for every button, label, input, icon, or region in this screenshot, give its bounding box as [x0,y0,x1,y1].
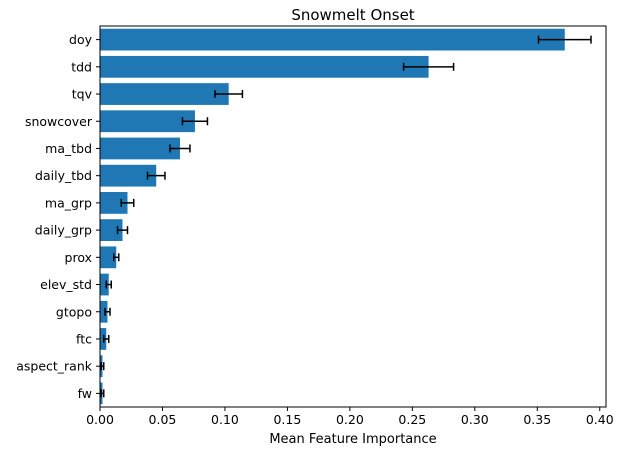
y-tick-label-daily_grp: daily_grp [35,223,92,238]
y-tick-label-ftc: ftc [76,331,92,346]
x-axis-label: Mean Feature Importance [269,432,437,447]
x-tick-label-0.20: 0.20 [336,412,364,427]
y-tick-label-elev_std: elev_std [40,277,92,292]
y-tick-label-gtopo: gtopo [56,304,92,319]
x-tick-label-0.10: 0.10 [211,412,239,427]
x-tick-label-0.40: 0.40 [586,412,614,427]
plot-frame [99,25,607,408]
bar-snowcover [100,110,195,133]
y-tick-label-fw: fw [78,386,92,401]
y-tick-label-prox: prox [65,250,92,265]
bar-ma_grp [100,192,128,214]
y-tick-label-tdd: tdd [71,59,92,74]
x-tick-label-0.15: 0.15 [273,412,301,427]
bar-ma_tbd [100,137,180,160]
bar-daily_tbd [100,164,157,187]
x-tick-label-0.05: 0.05 [149,412,177,427]
x-tick-label-0.25: 0.25 [398,412,426,427]
x-tick-label-0.30: 0.30 [461,412,489,427]
bar-gtopo [100,300,108,323]
y-tick-label-doy: doy [69,32,93,47]
bar-tqv [100,83,229,105]
bar-tdd [100,55,429,78]
y-tick-label-daily_tbd: daily_tbd [35,168,92,183]
bar-elev_std [100,273,109,296]
bar-prox [100,246,117,269]
y-tick-label-aspect_rank: aspect_rank [16,359,93,374]
chart-title: Snowmelt Onset [291,6,415,24]
bar-daily_grp [100,219,123,241]
y-tick-label-ma_tbd: ma_tbd [45,141,92,156]
bar-doy [100,28,565,51]
y-tick-label-ma_grp: ma_grp [45,195,92,210]
y-tick-label-tqv: tqv [72,87,93,102]
y-tick-label-snowcover: snowcover [25,114,93,129]
x-tick-label-0.35: 0.35 [523,412,551,427]
x-tick-label-0.00: 0.00 [86,412,114,427]
